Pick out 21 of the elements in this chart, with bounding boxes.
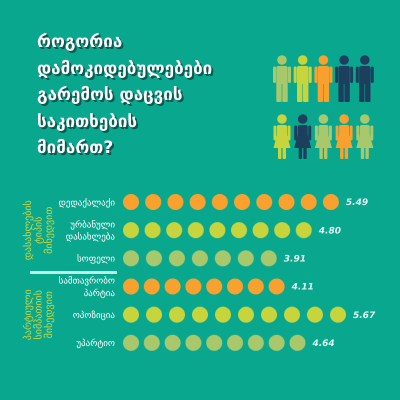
- chart-title: როგორია დამოკიდებულებები გარემოს დაცვის საკითხების მიმართ?: [37, 31, 214, 160]
- data-label: 4.80: [318, 226, 341, 236]
- y-tick-label: სამთავრობო პარტია: [58, 276, 116, 299]
- text: დასახლების ტიპის მიხედვით: [22, 200, 55, 260]
- bar: [123, 334, 306, 351]
- bar: [123, 194, 339, 210]
- bar: [123, 278, 285, 294]
- data-label: 4.11: [290, 282, 314, 293]
- y-tick-label: დედაქალაქი: [58, 197, 116, 208]
- data-label: 5.49: [346, 198, 368, 208]
- data-label: 5.67: [353, 310, 376, 321]
- data-label: 3.91: [284, 254, 306, 265]
- y-tick-label: უპარტიო: [76, 338, 115, 350]
- bar: [123, 250, 277, 266]
- y-tick-label: ურბანული დასახლება: [66, 219, 116, 243]
- y-tick-label: ოპოზიცია: [72, 310, 116, 321]
- text: პარტიული სიმპათიის მიხედვით: [22, 289, 55, 340]
- bar: [123, 306, 346, 323]
- bar: [123, 222, 312, 238]
- y-tick-label: სოფელი: [76, 254, 116, 265]
- data-label: 4.64: [311, 339, 335, 350]
